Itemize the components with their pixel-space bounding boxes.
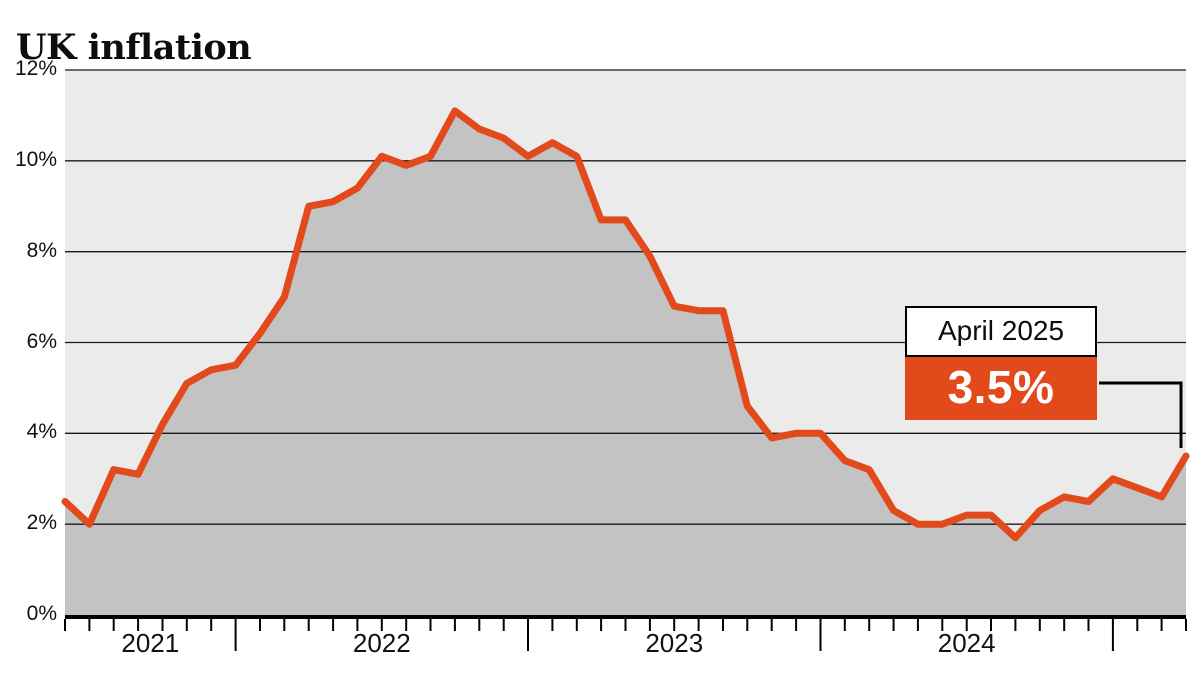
annotation-callout: April 2025 3.5% — [905, 306, 1097, 420]
y-axis-label: 12% — [14, 57, 57, 80]
y-axis-label: 8% — [26, 238, 57, 262]
y-axis-label: 2% — [26, 511, 57, 535]
x-axis-year-label: 2024 — [937, 628, 996, 658]
y-axis-label: 0% — [26, 602, 57, 625]
y-axis-label: 4% — [26, 420, 57, 444]
x-axis-year-label: 2023 — [645, 628, 704, 658]
page-title: UK inflation — [16, 27, 252, 69]
x-axis-year-label: 2021 — [121, 628, 180, 658]
y-axis-label: 10% — [14, 147, 57, 171]
annotation-date-label: April 2025 — [905, 306, 1097, 357]
x-axis-year-label: 2022 — [352, 628, 411, 658]
y-axis-label: 6% — [26, 329, 57, 353]
annotation-value-badge: 3.5% — [905, 357, 1097, 420]
